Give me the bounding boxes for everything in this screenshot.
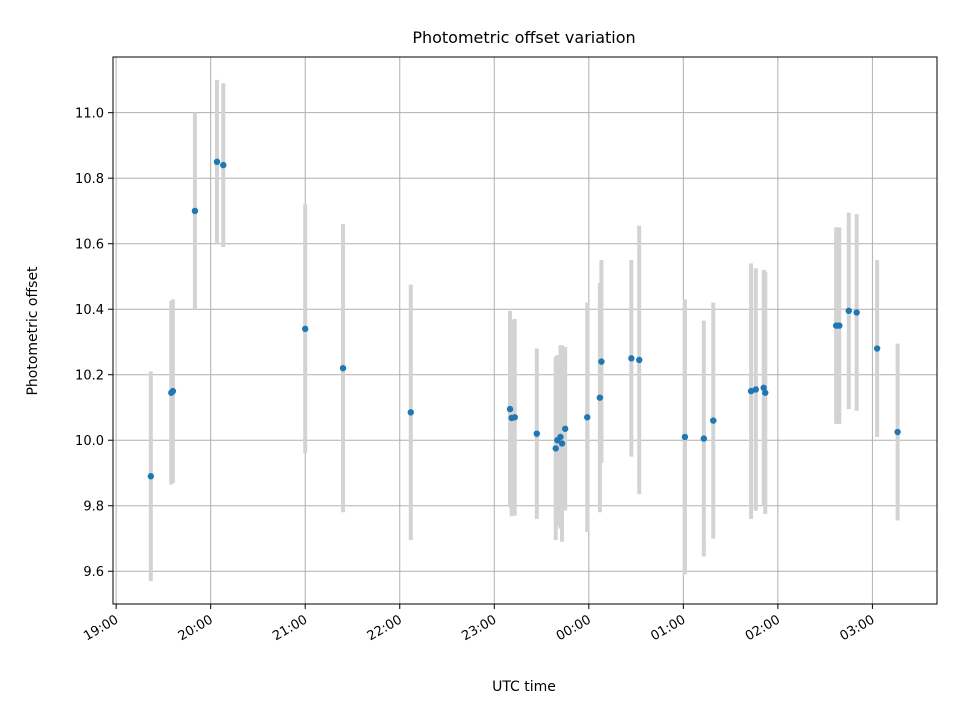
data-point xyxy=(302,325,309,333)
data-point xyxy=(533,430,541,437)
data-point xyxy=(894,428,901,436)
data-point xyxy=(636,356,643,364)
data-point xyxy=(853,309,860,316)
y-axis-label: Photometric offset xyxy=(25,266,41,396)
data-point xyxy=(845,307,852,315)
data-point xyxy=(598,358,605,365)
y-axis-ticks: 9.6 9.8 10.0 10.2 10.4 10.6 10.8 11.0 xyxy=(75,107,113,580)
x-axis-label: UTC time xyxy=(492,679,556,695)
data-point xyxy=(561,425,569,432)
data-points xyxy=(147,158,901,480)
y-tick-label: 10.6 xyxy=(75,238,104,253)
data-point xyxy=(710,417,717,424)
data-point xyxy=(552,445,559,452)
data-point xyxy=(762,389,769,396)
data-point xyxy=(169,387,177,395)
data-point xyxy=(681,433,689,441)
data-point xyxy=(506,405,514,413)
y-tick-label: 9.8 xyxy=(83,500,104,515)
y-tick-label: 10.8 xyxy=(75,172,104,187)
y-tick-label: 10.4 xyxy=(75,303,104,318)
y-tick-label: 9.6 xyxy=(83,565,104,580)
y-tick-label: 10.0 xyxy=(75,434,104,449)
data-point xyxy=(596,394,604,401)
data-point xyxy=(220,161,227,169)
data-point xyxy=(760,384,767,392)
plot-frame xyxy=(112,56,938,605)
data-point xyxy=(836,322,843,329)
data-point xyxy=(558,440,566,447)
data-point xyxy=(191,207,199,215)
data-point xyxy=(700,435,708,442)
data-point xyxy=(511,414,518,421)
data-point xyxy=(339,364,347,372)
y-tick-label: 11.0 xyxy=(75,107,104,122)
data-point xyxy=(873,345,881,352)
data-point xyxy=(213,158,221,166)
data-point xyxy=(407,409,414,416)
data-point xyxy=(752,386,760,393)
y-tick-label: 10.2 xyxy=(75,369,104,384)
data-point xyxy=(147,473,155,480)
data-point xyxy=(584,414,591,421)
chart-title: Photometric offset variation xyxy=(412,28,635,47)
data-point xyxy=(557,433,564,441)
data-point xyxy=(628,355,635,362)
